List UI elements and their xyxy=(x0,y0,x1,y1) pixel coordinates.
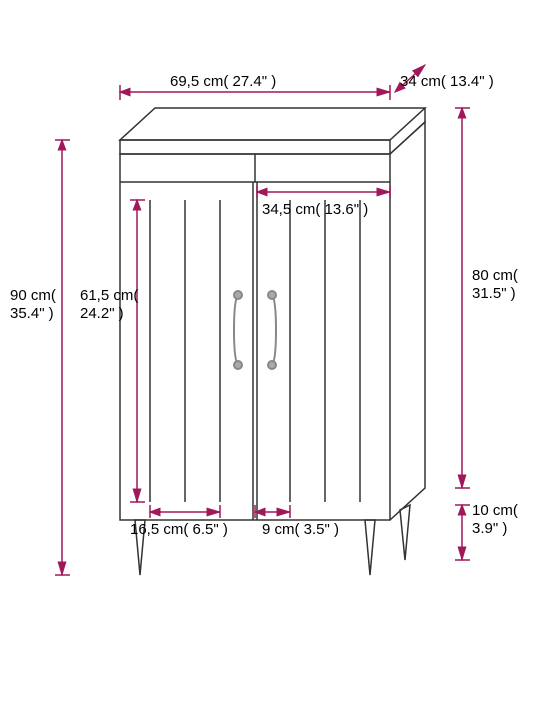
dim-door-height-a: 61,5 cm( xyxy=(80,287,138,304)
dim-door-height: 61,5 cm( 24.2" ) xyxy=(80,200,145,502)
dim-width-top-label: 69,5 cm( 27.4" ) xyxy=(170,73,276,90)
dim-center-gap: 9 cm( 3.5" ) xyxy=(255,505,339,538)
dim-depth-top: 34 cm( 13.4" ) xyxy=(395,65,494,92)
dim-width-top: 69,5 cm( 27.4" ) xyxy=(120,73,390,100)
diagram-svg: 69,5 cm( 27.4" ) 34 cm( 13.4" ) 90 cm( 3… xyxy=(0,0,540,720)
dim-height-left: 90 cm( 35.4" ) xyxy=(10,140,70,575)
dim-leg-height-right: 10 cm( 3.9" ) xyxy=(455,502,518,560)
dim-body-height-b: 31.5" ) xyxy=(472,285,516,302)
handle-right xyxy=(268,291,276,369)
dim-panel-width: 16,5 cm( 6.5" ) xyxy=(130,505,228,538)
dim-leg-height-a: 10 cm( xyxy=(472,502,518,519)
dim-center-gap-label: 9 cm( 3.5" ) xyxy=(262,521,339,538)
dim-body-height-right: 80 cm( 31.5" ) xyxy=(455,108,518,488)
dim-panel-width-label: 16,5 cm( 6.5" ) xyxy=(130,521,228,538)
dim-shelf-width-label: 34,5 cm( 13.6" ) xyxy=(262,201,368,218)
dim-depth-top-label: 34 cm( 13.4" ) xyxy=(400,73,494,90)
dimension-diagram: 69,5 cm( 27.4" ) 34 cm( 13.4" ) 90 cm( 3… xyxy=(0,0,540,720)
handle-left xyxy=(234,291,242,369)
dim-door-height-b: 24.2" ) xyxy=(80,305,124,322)
dim-leg-height-b: 3.9" ) xyxy=(472,520,507,537)
dim-body-height-a: 80 cm( xyxy=(472,267,518,284)
dim-height-left-label-b: 35.4" ) xyxy=(10,305,54,322)
cabinet-outline xyxy=(120,108,425,575)
dim-height-left-label-a: 90 cm( xyxy=(10,287,56,304)
dim-shelf-width: 34,5 cm( 13.6" ) xyxy=(257,186,390,218)
